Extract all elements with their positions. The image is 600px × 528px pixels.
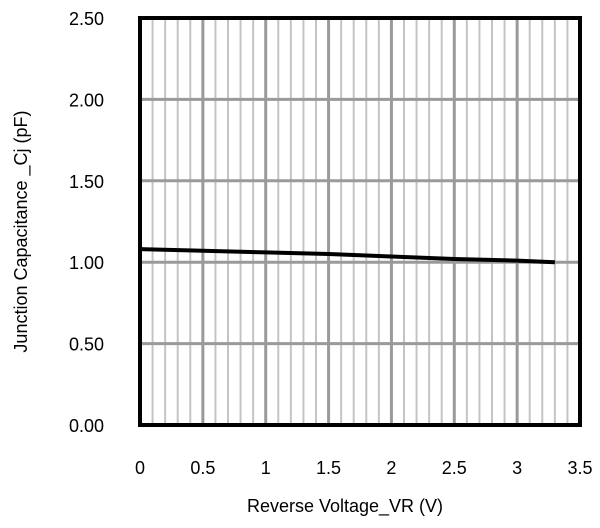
x-tick-label: 1.5 bbox=[316, 458, 341, 478]
x-tick-label: 1 bbox=[261, 458, 271, 478]
plot-frame bbox=[138, 16, 582, 427]
y-tick-label: 1.50 bbox=[69, 172, 104, 192]
x-tick-label: 3 bbox=[512, 458, 522, 478]
y-tick-label: 2.00 bbox=[69, 90, 104, 110]
minor-gridlines bbox=[151, 18, 569, 425]
x-tick-label: 2 bbox=[386, 458, 396, 478]
x-tick-label: 0 bbox=[135, 458, 145, 478]
y-tick-label: 1.00 bbox=[69, 253, 104, 273]
x-tick-label: 0.5 bbox=[190, 458, 215, 478]
x-axis-title: Reverse Voltage_VR (V) bbox=[247, 496, 443, 517]
x-tick-label: 2.5 bbox=[442, 458, 467, 478]
major-gridlines bbox=[140, 18, 580, 425]
x-tick-label: 3.5 bbox=[567, 458, 592, 478]
y-tick-label: 2.50 bbox=[69, 9, 104, 29]
y-tick-label: 0.50 bbox=[69, 335, 104, 355]
y-axis-title: Junction Capacitance _Cj (pF) bbox=[11, 110, 32, 352]
x-tick-labels: 0 0.5 1 1.5 2 2.5 3 3.5 bbox=[135, 458, 593, 478]
y-tick-labels: 0.00 0.50 1.00 1.50 2.00 2.50 bbox=[69, 9, 104, 436]
series-layer bbox=[139, 247, 555, 265]
series-line bbox=[139, 247, 555, 265]
y-tick-label: 0.00 bbox=[69, 416, 104, 436]
